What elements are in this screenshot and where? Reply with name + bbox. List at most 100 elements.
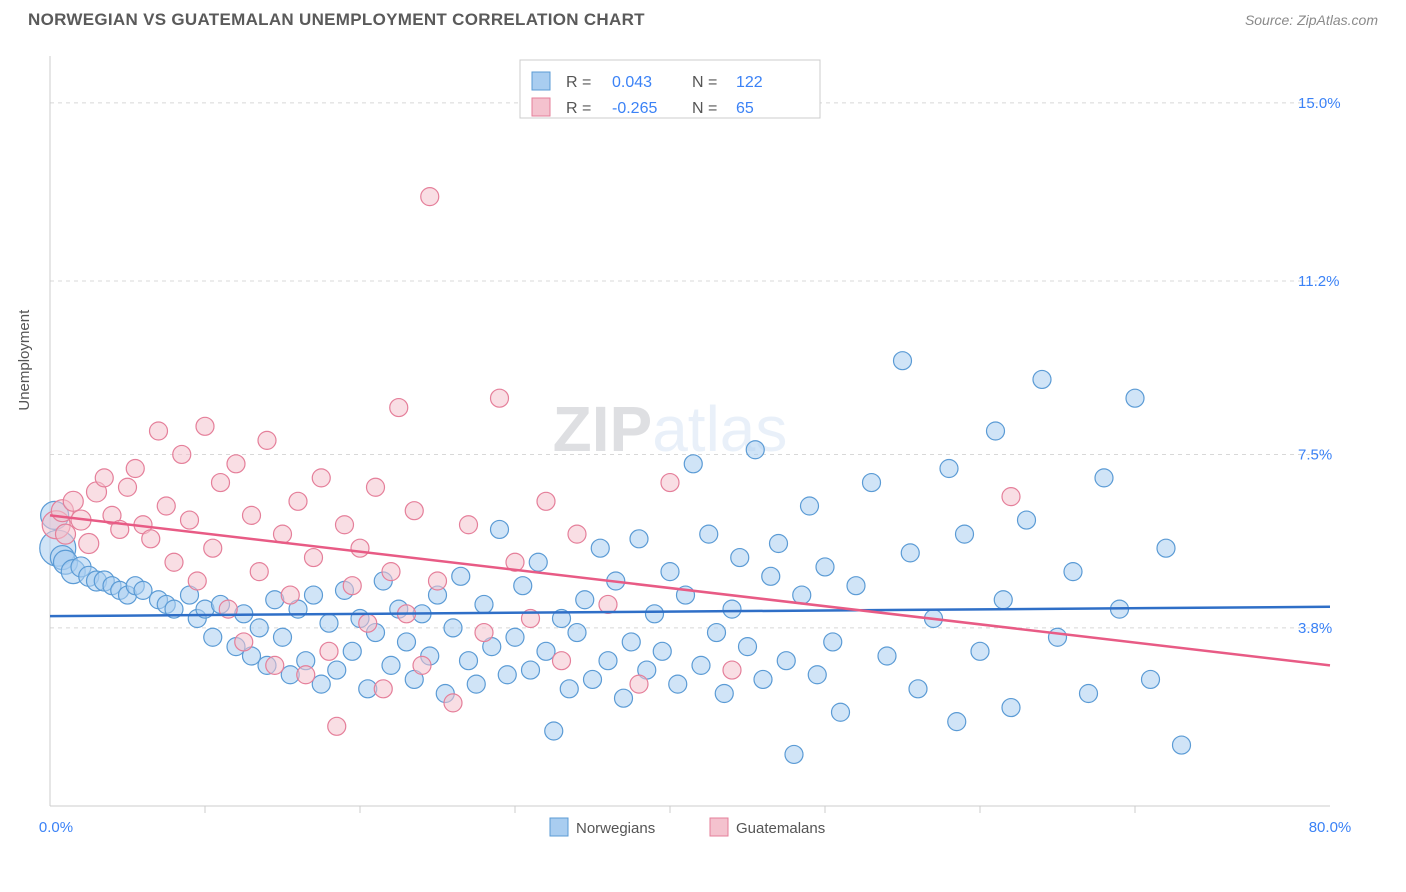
stat-n-value: 65 xyxy=(736,100,754,117)
scatter-point xyxy=(491,389,509,407)
scatter-point xyxy=(1080,685,1098,703)
scatter-point xyxy=(940,460,958,478)
scatter-point xyxy=(708,624,726,642)
scatter-point xyxy=(560,680,578,698)
scatter-point xyxy=(661,563,679,581)
scatter-point xyxy=(669,675,687,693)
source-attribution: Source: ZipAtlas.com xyxy=(1245,12,1378,28)
scatter-point xyxy=(444,619,462,637)
scatter-point xyxy=(646,605,664,623)
scatter-point xyxy=(343,642,361,660)
scatter-point xyxy=(1064,563,1082,581)
scatter-point xyxy=(305,549,323,567)
scatter-point xyxy=(460,652,478,670)
scatter-point xyxy=(514,577,532,595)
scatter-point xyxy=(475,624,493,642)
scatter-point xyxy=(475,595,493,613)
scatter-point xyxy=(754,670,772,688)
scatter-point xyxy=(343,577,361,595)
scatter-point xyxy=(785,745,803,763)
scatter-point xyxy=(119,478,137,496)
scatter-point xyxy=(1157,539,1175,557)
stat-n-value: 122 xyxy=(736,74,763,91)
scatter-point xyxy=(491,520,509,538)
scatter-point xyxy=(847,577,865,595)
scatter-point xyxy=(312,469,330,487)
y-tick-label: 11.2% xyxy=(1298,273,1339,290)
scatter-point xyxy=(250,563,268,581)
scatter-point xyxy=(204,539,222,557)
scatter-point xyxy=(723,600,741,618)
scatter-point xyxy=(382,563,400,581)
legend-label: Guatemalans xyxy=(736,820,825,837)
scatter-point xyxy=(452,567,470,585)
scatter-point xyxy=(359,614,377,632)
scatter-point xyxy=(630,530,648,548)
scatter-point xyxy=(832,703,850,721)
scatter-point xyxy=(413,656,431,674)
legend-label: Norwegians xyxy=(576,820,655,837)
scatter-point xyxy=(894,352,912,370)
legend-swatch xyxy=(550,818,568,836)
scatter-point xyxy=(188,572,206,590)
scatter-point xyxy=(258,431,276,449)
scatter-point xyxy=(700,525,718,543)
stat-r-label: R = xyxy=(566,74,591,91)
scatter-point xyxy=(390,399,408,417)
scatter-point xyxy=(250,619,268,637)
stat-r-value: 0.043 xyxy=(612,74,652,91)
scatter-point xyxy=(142,530,160,548)
scatter-point xyxy=(684,455,702,473)
scatter-point xyxy=(692,656,710,674)
scatter-point xyxy=(715,685,733,703)
scatter-point xyxy=(498,666,516,684)
scatter-point xyxy=(777,652,795,670)
stat-n-label: N = xyxy=(692,74,717,91)
scatter-point xyxy=(723,661,741,679)
scatter-point xyxy=(165,553,183,571)
scatter-point xyxy=(281,586,299,604)
scatter-point xyxy=(421,188,439,206)
scatter-point xyxy=(739,638,757,656)
scatter-point xyxy=(305,586,323,604)
legend-swatch xyxy=(710,818,728,836)
y-tick-label: 15.0% xyxy=(1298,95,1341,112)
scatter-point xyxy=(987,422,1005,440)
scatter-point xyxy=(398,633,416,651)
scatter-point xyxy=(816,558,834,576)
scatter-point xyxy=(630,675,648,693)
scatter-point xyxy=(227,455,245,473)
scatter-point xyxy=(545,722,563,740)
scatter-point xyxy=(746,441,764,459)
scatter-point xyxy=(994,591,1012,609)
scatter-point xyxy=(653,642,671,660)
scatter-point xyxy=(1033,370,1051,388)
x-tick-label: 0.0% xyxy=(39,819,73,836)
scatter-point xyxy=(405,502,423,520)
scatter-point xyxy=(150,422,168,440)
scatter-point xyxy=(1002,488,1020,506)
scatter-point xyxy=(522,661,540,679)
scatter-point xyxy=(212,474,230,492)
scatter-point xyxy=(181,511,199,529)
scatter-point xyxy=(429,572,447,590)
scatter-point xyxy=(971,642,989,660)
scatter-point xyxy=(367,478,385,496)
scatter-point xyxy=(1173,736,1191,754)
scatter-point xyxy=(537,492,555,510)
scatter-point xyxy=(584,670,602,688)
scatter-point xyxy=(320,614,338,632)
scatter-point xyxy=(351,539,369,557)
scatter-point xyxy=(274,628,292,646)
scatter-point xyxy=(948,713,966,731)
scatter-point xyxy=(793,586,811,604)
scatter-point xyxy=(79,534,99,554)
scatter-point xyxy=(529,553,547,571)
scatter-point xyxy=(56,524,76,544)
scatter-point xyxy=(878,647,896,665)
scatter-point xyxy=(1142,670,1160,688)
scatter-point xyxy=(661,474,679,492)
stat-swatch xyxy=(532,72,550,90)
scatter-point xyxy=(622,633,640,651)
scatter-point xyxy=(274,525,292,543)
